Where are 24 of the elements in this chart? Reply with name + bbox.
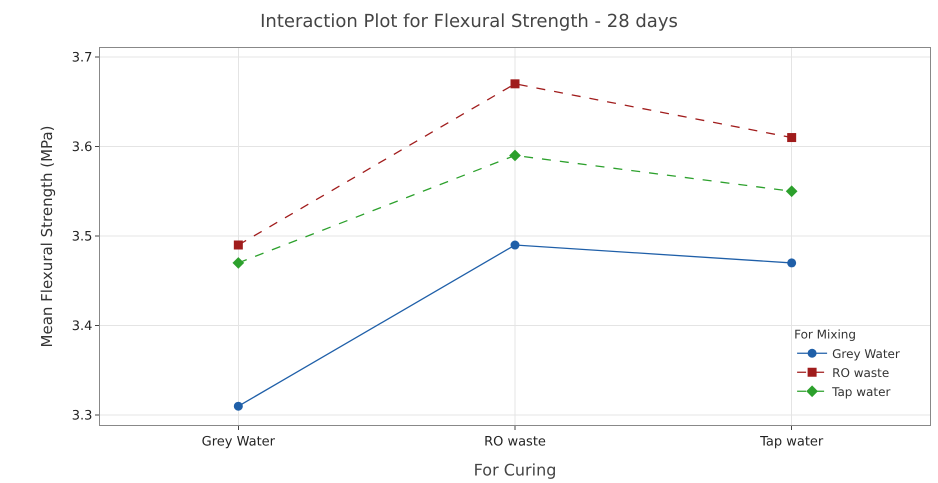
y-tick-label: 3.5 <box>72 230 92 245</box>
legend-label: Tap water <box>831 384 890 399</box>
y-tick-label: 3.7 <box>72 50 92 66</box>
point <box>234 240 243 250</box>
point <box>232 257 244 269</box>
x-tick-label: Grey Water <box>202 434 276 450</box>
y-tick-label: 3.6 <box>72 140 92 156</box>
y-axis-title: Mean Flexural Strength (MPa) <box>38 126 56 348</box>
legend-title: For Mixing <box>794 328 856 342</box>
legend-label: Grey Water <box>832 346 900 361</box>
point <box>509 150 521 162</box>
point <box>510 240 520 250</box>
point <box>510 79 520 88</box>
legend-label: RO waste <box>832 366 890 380</box>
point <box>786 185 798 198</box>
point <box>234 402 243 411</box>
y-tick-label: 3.3 <box>72 408 92 424</box>
x-tick-label: RO waste <box>484 434 546 450</box>
chart-title: Interaction Plot for Flexural Strength - 28 days <box>260 11 678 32</box>
x-tick-label: Tap water <box>759 434 824 450</box>
y-tick-label: 3.4 <box>72 319 92 334</box>
point <box>787 258 796 268</box>
point <box>787 133 796 142</box>
x-axis-title: For Curing <box>474 460 556 480</box>
